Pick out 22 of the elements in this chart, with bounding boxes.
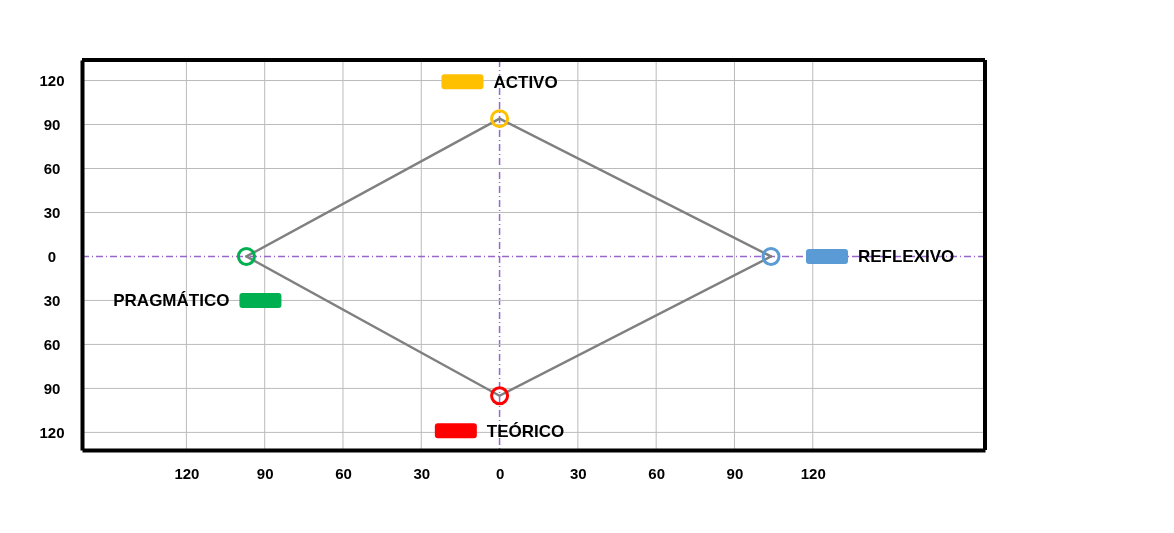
x-tick-label: 30 xyxy=(413,464,431,482)
x-tick-label: 60 xyxy=(335,464,352,482)
y-tick-label: 30 xyxy=(43,203,61,221)
y-tick-label: 0 xyxy=(47,247,57,265)
annotation: PRAGMÁTICO xyxy=(113,291,230,311)
y-tick-label: 60 xyxy=(43,335,61,353)
x-tick-label: 90 xyxy=(256,464,274,482)
x-tick-label: 0 xyxy=(495,464,505,482)
y-tick-label: 90 xyxy=(43,115,61,133)
y-tick-label: 30 xyxy=(43,291,61,309)
y-tick-label: 120 xyxy=(39,423,65,441)
x-tick-label: 120 xyxy=(174,464,200,482)
x-tick-label: 30 xyxy=(570,464,587,482)
annotation: TEÓRICO xyxy=(486,421,565,441)
x-tick-label: 60 xyxy=(648,464,666,482)
annotation: REFLEXIVO xyxy=(857,247,955,267)
y-tick-label: 120 xyxy=(39,71,65,89)
y-tick-label: 60 xyxy=(43,159,61,177)
y-tick-label: 90 xyxy=(43,379,61,397)
x-tick-label: 120 xyxy=(800,464,826,482)
annotation: ACTIVO xyxy=(493,72,558,92)
x-tick-label: 90 xyxy=(726,464,744,482)
